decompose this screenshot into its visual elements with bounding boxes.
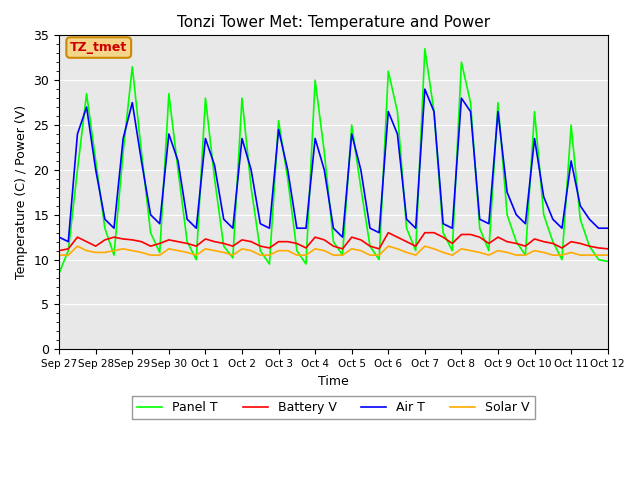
- Solar V: [257, 252, 264, 258]
- Air T: [55, 234, 63, 240]
- Legend: Panel T, Battery V, Air T, Solar V: Panel T, Battery V, Air T, Solar V: [132, 396, 535, 420]
- Air T: [549, 216, 557, 222]
- Solar V: [174, 248, 182, 253]
- Text: TZ_tmet: TZ_tmet: [70, 41, 127, 54]
- Line: Solar V: Solar V: [59, 246, 608, 255]
- Air T: [421, 86, 429, 92]
- Panel T: [165, 91, 173, 96]
- Air T: [257, 221, 264, 227]
- Panel T: [540, 212, 548, 217]
- Battery V: [394, 234, 401, 240]
- Battery V: [385, 230, 392, 236]
- Battery V: [165, 237, 173, 243]
- Solar V: [394, 246, 401, 252]
- Line: Battery V: Battery V: [59, 233, 608, 251]
- Panel T: [421, 46, 429, 52]
- Panel T: [604, 259, 612, 264]
- Panel T: [348, 122, 356, 128]
- Solar V: [357, 248, 365, 253]
- Air T: [394, 131, 401, 137]
- Panel T: [247, 185, 255, 191]
- Battery V: [348, 234, 356, 240]
- Line: Panel T: Panel T: [59, 49, 608, 273]
- Battery V: [247, 239, 255, 244]
- Air T: [65, 239, 72, 244]
- Battery V: [55, 248, 63, 253]
- Solar V: [55, 252, 63, 258]
- Air T: [174, 158, 182, 164]
- Solar V: [604, 252, 612, 258]
- Solar V: [74, 243, 81, 249]
- Battery V: [183, 240, 191, 246]
- Panel T: [385, 68, 392, 74]
- Battery V: [540, 239, 548, 244]
- Y-axis label: Temperature (C) / Power (V): Temperature (C) / Power (V): [15, 105, 28, 279]
- Air T: [357, 167, 365, 173]
- Battery V: [604, 246, 612, 252]
- Title: Tonzi Tower Met: Temperature and Power: Tonzi Tower Met: Temperature and Power: [177, 15, 490, 30]
- Line: Air T: Air T: [59, 89, 608, 241]
- Solar V: [540, 250, 548, 255]
- Panel T: [183, 239, 191, 244]
- Air T: [193, 225, 200, 231]
- Solar V: [193, 252, 200, 258]
- Panel T: [55, 270, 63, 276]
- Air T: [604, 225, 612, 231]
- X-axis label: Time: Time: [318, 374, 349, 387]
